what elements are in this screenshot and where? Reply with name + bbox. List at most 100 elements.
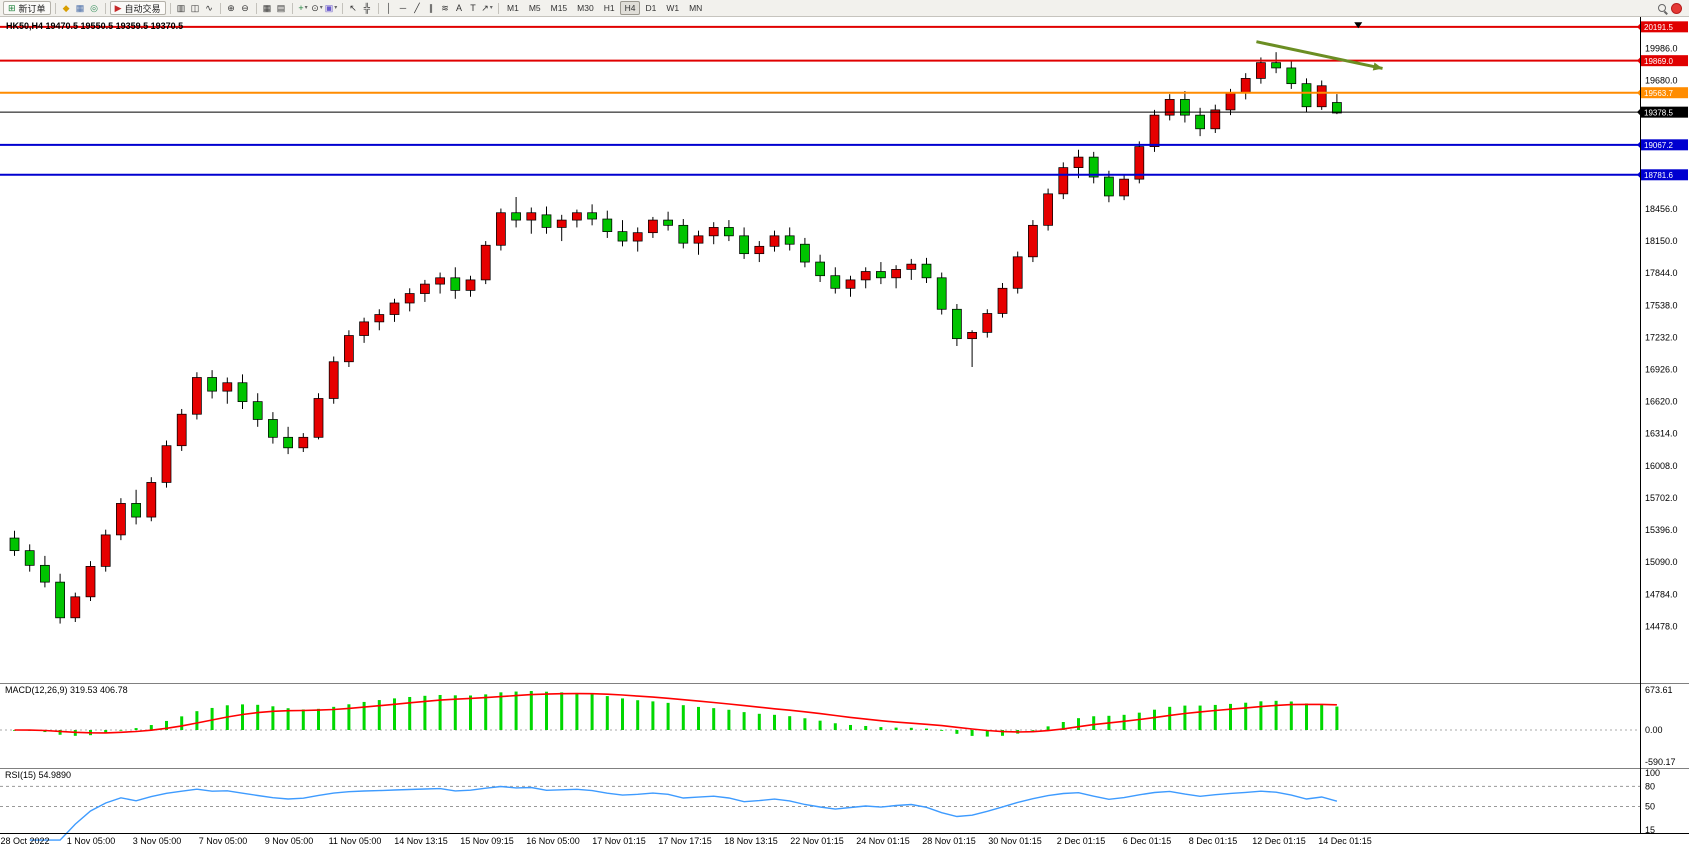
- toolbar-separator: [497, 2, 499, 14]
- candle: [967, 330, 977, 367]
- candle: [55, 573, 65, 624]
- macd-bar: [1229, 703, 1232, 730]
- cursor-icon[interactable]: ↖: [349, 2, 357, 13]
- svg-text:-590.17: -590.17: [1645, 757, 1676, 767]
- candle: [146, 477, 157, 522]
- shapes-icon[interactable]: ↗ ▾: [481, 2, 493, 13]
- periods-icon[interactable]: ⊙ ▾: [311, 2, 323, 13]
- macd-indicator-label: MACD(12,26,9) 319.53 406.78: [5, 685, 128, 695]
- candle: [40, 555, 50, 588]
- channel-icon[interactable]: ∥: [428, 2, 434, 13]
- candle: [176, 408, 187, 451]
- navigator-icon[interactable]: ◎: [90, 2, 98, 13]
- bar-chart-icon[interactable]: ▥: [176, 2, 186, 13]
- macd-bar: [666, 702, 670, 730]
- timeframe-button-m5[interactable]: M5: [528, 3, 541, 13]
- svg-text:14784.0: 14784.0: [1645, 589, 1678, 599]
- auto-trading-button[interactable]: ▶ 自动交易: [109, 1, 166, 15]
- line-chart-icon[interactable]: ∿: [205, 2, 213, 13]
- tile-windows-icon[interactable]: ▦: [262, 2, 272, 13]
- add-indicator-icon[interactable]: + ▾: [298, 2, 308, 13]
- crosshair-icon[interactable]: ╬: [363, 2, 371, 13]
- macd-bar: [119, 729, 123, 731]
- candle: [480, 241, 491, 285]
- timeframe-button-h1[interactable]: H1: [603, 3, 615, 13]
- date-label: 12 Dec 01:15: [1252, 836, 1306, 846]
- date-label: 22 Nov 01:15: [790, 836, 844, 846]
- date-label: 24 Nov 01:15: [856, 836, 910, 846]
- auto-arrange-icon[interactable]: ▤: [276, 2, 286, 13]
- candles-layer: [9, 52, 1342, 624]
- timeframe-button-d1[interactable]: D1: [645, 3, 657, 13]
- candle: [313, 393, 324, 440]
- svg-text:18781.6: 18781.6: [1644, 171, 1673, 180]
- candle: [1332, 94, 1342, 115]
- trendline-icon[interactable]: ╱: [414, 2, 420, 13]
- data-window-icon[interactable]: ▦: [75, 2, 85, 13]
- candle: [784, 227, 795, 251]
- templates-icon[interactable]: ▣ ▾: [324, 2, 338, 13]
- candle: [769, 230, 780, 252]
- timeframe-button-w1[interactable]: W1: [666, 3, 680, 13]
- dropdown-caret-icon: ▾: [489, 5, 493, 11]
- timeframe-button-m1[interactable]: M1: [507, 3, 519, 13]
- y-axis-labels: 19986.019680.019374.019068.018762.018456…: [1645, 43, 1678, 631]
- dropdown-caret-icon: ▾: [319, 5, 323, 11]
- candle: [496, 208, 506, 251]
- timeframe-button-h4[interactable]: H4: [620, 1, 640, 15]
- timeframe-button-mn[interactable]: MN: [689, 3, 703, 13]
- svg-text:14478.0: 14478.0: [1645, 621, 1678, 631]
- macd-bar: [1046, 726, 1050, 730]
- zoom-out-icon[interactable]: ⊖: [241, 2, 249, 13]
- macd-bar: [1213, 704, 1217, 730]
- date-label: 15 Nov 09:15: [460, 836, 514, 846]
- candle: [572, 209, 582, 228]
- toolbar-separator: [219, 2, 221, 14]
- candle: [800, 237, 810, 268]
- candle: [1180, 91, 1190, 123]
- text-label-icon[interactable]: T: [470, 2, 476, 13]
- timeframe-button-m15[interactable]: M15: [550, 3, 568, 13]
- vertical-line-icon[interactable]: │: [386, 2, 392, 13]
- macd-bar: [438, 694, 442, 730]
- search-icon[interactable]: [1658, 4, 1666, 12]
- candlestick-chart-icon[interactable]: ◫: [190, 2, 200, 13]
- macd-bar: [514, 691, 518, 730]
- candle: [207, 370, 217, 399]
- market-watch-icon[interactable]: ◆: [62, 2, 70, 13]
- candle: [860, 267, 871, 289]
- zoom-in-icon[interactable]: ⊕: [227, 2, 235, 13]
- fibonacci-icon[interactable]: ≋: [441, 2, 449, 13]
- chart-canvas[interactable]: 19986.019680.019374.019068.018762.018456…: [0, 17, 1689, 857]
- macd-bar: [332, 706, 336, 730]
- trend-arrow[interactable]: [1256, 40, 1383, 70]
- horizontal-line-icon[interactable]: ─: [399, 2, 407, 13]
- date-axis: 28 Oct 2022 1 Nov 05:00 3 Nov 05:00 7 Nov 0…: [0, 836, 1371, 846]
- macd-bar: [180, 716, 184, 730]
- svg-text:19067.2: 19067.2: [1644, 141, 1673, 150]
- macd-bar: [575, 692, 579, 730]
- svg-text:16620.0: 16620.0: [1645, 397, 1678, 407]
- candle: [85, 561, 96, 602]
- marker-triangle-icon[interactable]: [1354, 22, 1363, 29]
- macd-bar: [165, 720, 168, 730]
- price-badge: [1641, 139, 1688, 151]
- macd-bar: [301, 709, 305, 730]
- candle: [541, 206, 552, 234]
- text-icon[interactable]: A: [455, 2, 462, 13]
- new-order-button[interactable]: ⊞ 新订单: [3, 1, 51, 15]
- date-label: 6 Dec 01:15: [1123, 836, 1172, 846]
- candle: [906, 258, 917, 280]
- chart-ohlc-title: HK50,H4 19470.5 19550.5 19359.5 19370.5: [6, 21, 184, 31]
- macd-bar: [256, 704, 260, 730]
- candle: [389, 298, 400, 322]
- price-badge: [1641, 21, 1688, 33]
- trend-arrow-head: [1372, 62, 1383, 71]
- candle: [116, 498, 126, 541]
- candle: [222, 377, 233, 404]
- timeframe-button-m30[interactable]: M30: [577, 3, 594, 13]
- record-icon[interactable]: [1671, 2, 1682, 14]
- candle: [465, 275, 476, 297]
- candle: [997, 283, 1008, 318]
- candle: [1119, 174, 1129, 201]
